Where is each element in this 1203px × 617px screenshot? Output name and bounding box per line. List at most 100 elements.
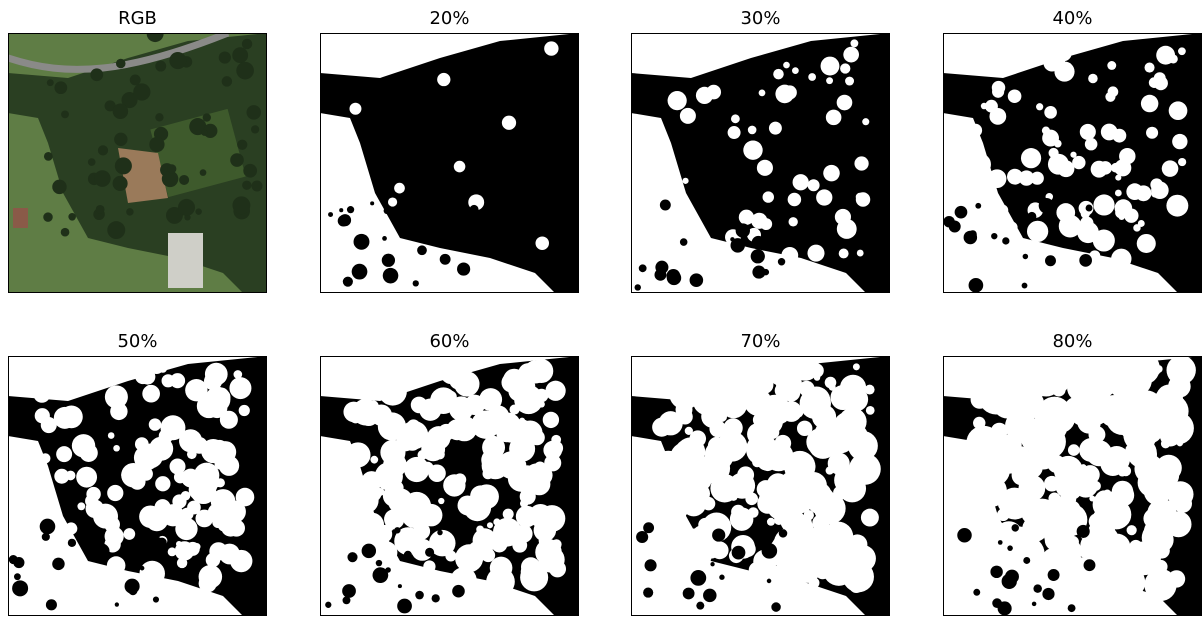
hole [1143, 509, 1163, 529]
panel-title: 30% [740, 8, 780, 29]
tree [52, 180, 66, 194]
hole [1042, 130, 1059, 147]
hole [508, 381, 529, 402]
hole [86, 500, 104, 518]
hole [808, 73, 816, 81]
hole [857, 250, 864, 257]
tree [169, 52, 186, 69]
hole [1054, 55, 1065, 66]
hole [741, 361, 757, 377]
hole [470, 485, 491, 506]
hole [123, 528, 135, 540]
hole [861, 509, 879, 527]
hole [1115, 199, 1133, 217]
hole [110, 403, 127, 420]
hole [54, 407, 76, 429]
blob [752, 236, 766, 250]
hole [535, 236, 548, 249]
image [8, 25, 267, 293]
hole [390, 481, 403, 494]
hole [229, 377, 251, 399]
blob [440, 254, 451, 265]
hole [1009, 49, 1026, 66]
hole [482, 531, 492, 541]
blob [1048, 569, 1060, 581]
hole [783, 85, 797, 99]
hole [1068, 444, 1080, 456]
hole [1166, 195, 1188, 217]
hole [975, 432, 1003, 460]
hole [345, 442, 370, 467]
hole [1105, 92, 1115, 102]
hole [394, 183, 405, 194]
hole [1114, 159, 1131, 176]
hole [843, 561, 874, 592]
blob [95, 544, 110, 559]
hole [1141, 95, 1158, 112]
tree [179, 175, 189, 185]
blob [1027, 212, 1036, 221]
blob [680, 238, 688, 246]
hole [423, 560, 435, 572]
blob [969, 278, 984, 293]
blob [425, 548, 434, 557]
hole [967, 244, 984, 261]
hole [342, 477, 359, 494]
hole [977, 378, 1011, 412]
hole [362, 489, 374, 501]
hole [859, 461, 872, 474]
hole [759, 485, 786, 512]
hole [1160, 425, 1181, 446]
hole [706, 85, 721, 100]
hole [503, 509, 514, 520]
hole [992, 86, 1004, 98]
hole [1021, 148, 1041, 168]
hole [861, 444, 869, 452]
hole [54, 371, 64, 381]
hole [800, 528, 831, 559]
hole [1058, 160, 1075, 177]
hole [481, 449, 503, 471]
tree [251, 180, 262, 191]
hole [216, 478, 225, 487]
blob [342, 584, 356, 598]
hole [969, 124, 982, 137]
hole [839, 249, 849, 259]
hole [847, 227, 856, 236]
hole [38, 486, 44, 492]
blob [343, 596, 351, 604]
hole [808, 179, 820, 191]
hole [239, 405, 250, 416]
hole [1099, 161, 1112, 174]
hole [1085, 366, 1117, 398]
blob [1002, 237, 1009, 244]
tree [232, 196, 250, 214]
blob [1039, 198, 1054, 213]
hole [845, 77, 854, 86]
hole [1068, 465, 1093, 490]
blob [636, 531, 648, 543]
panel-title: RGB [118, 8, 157, 29]
blob [639, 264, 647, 272]
hole [759, 90, 766, 97]
tree [201, 129, 207, 135]
blob [354, 234, 370, 250]
blob [415, 591, 424, 600]
hole [147, 517, 155, 525]
hole [806, 482, 832, 508]
hole [665, 559, 674, 568]
hole [54, 469, 69, 484]
hole [175, 518, 197, 540]
hole [1153, 388, 1182, 417]
image [943, 33, 1202, 293]
blob [1086, 205, 1093, 212]
hole [549, 560, 566, 577]
blob [96, 556, 102, 562]
blob [732, 546, 746, 560]
tree [243, 164, 257, 178]
hole [807, 245, 824, 262]
hole [1112, 129, 1126, 143]
hole [668, 496, 690, 518]
blob [328, 212, 333, 217]
panel-title: 20% [429, 8, 469, 29]
